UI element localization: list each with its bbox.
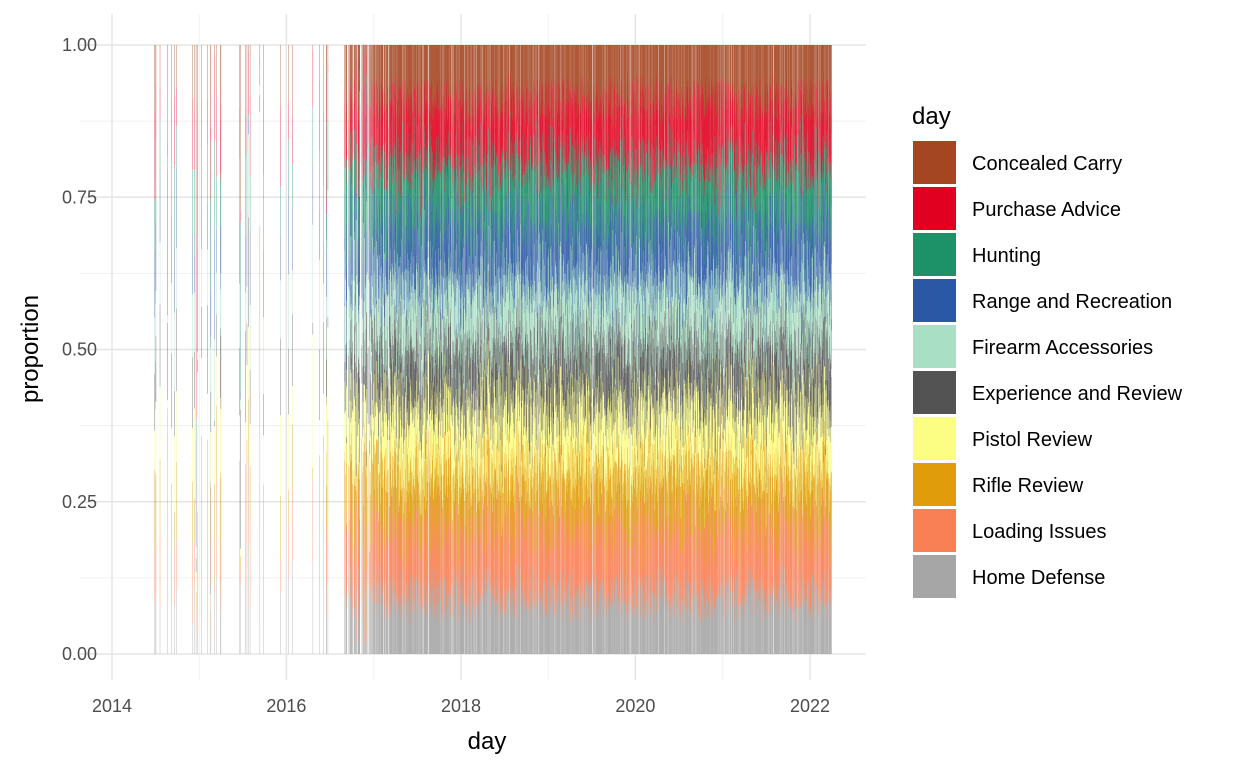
chart: 0.000.250.500.751.00 2014 2016 2018 2020 202… xyxy=(0,0,1248,768)
